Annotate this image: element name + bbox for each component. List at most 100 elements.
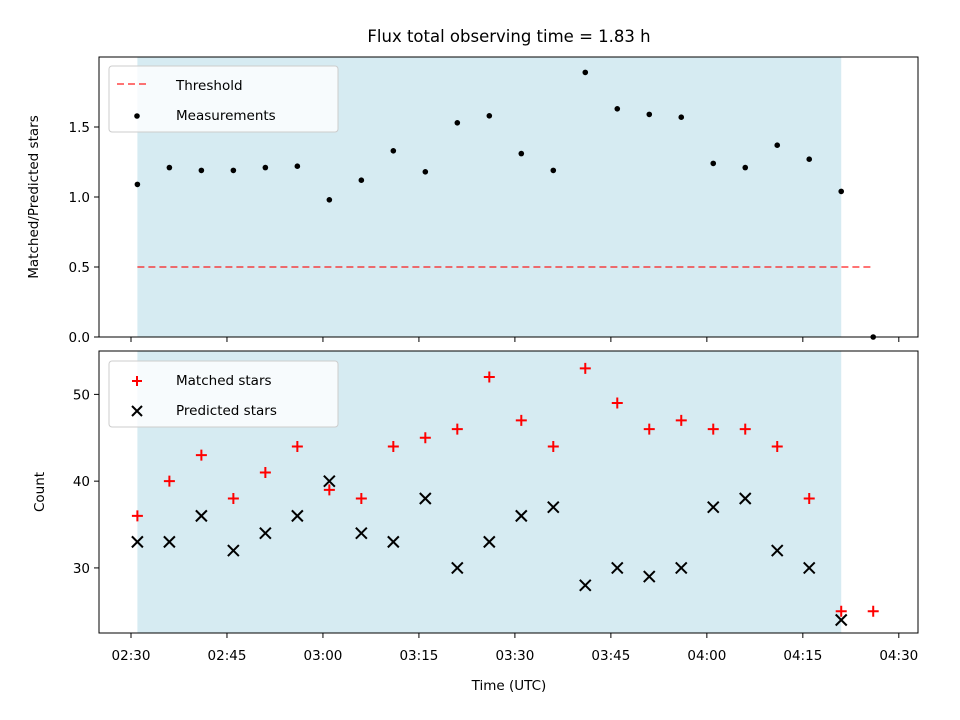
matched-star-point — [803, 493, 815, 505]
x-tick-label: 02:45 — [208, 648, 247, 664]
legend-matched-swatch — [132, 376, 142, 386]
x-axis-label: Time (UTC) — [471, 678, 547, 694]
legend-predicted-swatch — [131, 405, 143, 417]
ratio-panel: 0.0 0.5 1.0 1.5 Matched/Predicted stars Thr… — [26, 56, 919, 346]
measurement-point — [326, 197, 333, 203]
matched-star-point — [451, 423, 463, 435]
predicted-star-point — [419, 492, 432, 505]
count-y-axis-label: Count — [32, 472, 48, 512]
measurement-point — [678, 114, 685, 120]
predicted-stars-series — [131, 474, 848, 627]
matched-star-point — [163, 475, 175, 487]
predicted-star-point — [675, 561, 688, 575]
bottom-axis-ticks: 02:30 02:45 03:00 03:15 03:30 03:45 04:00 04:15… — [73, 387, 918, 664]
matched-star-point — [131, 510, 143, 522]
measurement-point — [582, 69, 589, 76]
x-tick-label: 04:00 — [687, 648, 726, 664]
predicted-star-point — [131, 535, 144, 549]
top-axis-ticks: 0.0 0.5 1.0 1.5 — [69, 120, 900, 346]
measurement-point — [198, 167, 205, 174]
x-tick-label: 04:30 — [879, 648, 918, 664]
predicted-star-point — [515, 509, 528, 523]
predicted-star-point — [771, 544, 784, 557]
measurement-point — [486, 113, 493, 119]
matched-star-point — [259, 466, 271, 478]
measurement-point — [294, 163, 301, 169]
measurements-series — [134, 69, 877, 340]
matched-star-point — [515, 414, 527, 426]
x-tick-label: 04:15 — [783, 648, 822, 664]
predicted-star-point — [803, 561, 816, 575]
y-tick-label: 50 — [73, 387, 90, 403]
matched-star-point — [419, 432, 431, 444]
chart-title: Flux total observing time = 1.83 h — [367, 27, 650, 46]
predicted-star-point — [611, 561, 624, 575]
matched-star-point — [291, 440, 303, 452]
y-tick-label: 0.5 — [69, 260, 90, 276]
y-tick-label: 1.0 — [69, 190, 90, 206]
y-tick-label: 30 — [73, 561, 90, 577]
legend-box — [108, 360, 339, 428]
count-legend: Matched stars Predicted stars — [108, 360, 339, 428]
matched-star-point — [579, 362, 591, 374]
measurement-point — [550, 167, 557, 174]
matched-star-point — [867, 605, 879, 617]
matched-star-point — [387, 440, 399, 452]
predicted-star-point — [259, 527, 272, 540]
matched-star-point — [835, 605, 847, 617]
measurement-point — [774, 142, 781, 148]
measurement-point — [646, 111, 653, 118]
x-tick-label: 03:45 — [591, 648, 630, 664]
predicted-star-point — [163, 535, 176, 549]
measurement-point — [806, 156, 813, 162]
measurement-point — [454, 120, 461, 126]
matched-star-point — [643, 423, 655, 435]
predicted-star-point — [227, 544, 240, 557]
x-tick-label: 03:00 — [303, 648, 342, 664]
predicted-star-point — [323, 474, 336, 488]
predicted-star-point — [483, 535, 496, 549]
matched-star-point — [227, 493, 239, 505]
matched-star-point — [547, 440, 559, 452]
predicted-star-point — [643, 570, 656, 583]
measurement-point — [614, 106, 621, 112]
legend-box — [108, 65, 339, 133]
predicted-star-point — [355, 527, 368, 540]
ratio-panel-frame — [98, 56, 919, 338]
ratio-legend: Threshold Measurements — [108, 65, 339, 133]
measurement-point — [166, 164, 173, 171]
predicted-star-point — [387, 535, 400, 549]
legend-measurements-swatch — [134, 113, 140, 119]
matched-star-point — [195, 449, 207, 461]
predicted-star-point — [195, 509, 208, 523]
legend-label-threshold: Threshold — [175, 78, 243, 94]
legend-label-matched-stars: Matched stars — [176, 373, 272, 389]
x-tick-label: 03:30 — [495, 648, 534, 664]
measurement-point — [838, 188, 845, 195]
measurement-point — [390, 148, 397, 154]
measurement-point — [262, 164, 269, 171]
predicted-star-point — [547, 500, 560, 514]
count-panel: 02:30 02:45 03:00 03:15 03:30 03:45 04:00 04:15… — [32, 350, 919, 664]
legend-label-predicted-stars: Predicted stars — [176, 403, 277, 419]
x-tick-label: 02:30 — [112, 648, 151, 664]
measurement-point — [230, 167, 237, 174]
ratio-y-axis-label: Matched/Predicted stars — [26, 115, 42, 278]
predicted-star-point — [291, 509, 304, 523]
matched-star-point — [707, 423, 719, 435]
count-panel-frame — [98, 350, 919, 634]
measurement-point — [518, 150, 525, 157]
y-tick-label: 40 — [73, 474, 90, 490]
matched-star-point — [483, 371, 495, 383]
measurement-point — [742, 164, 749, 171]
matched-star-point — [675, 414, 687, 426]
measurement-point — [710, 160, 717, 167]
matched-star-point — [771, 440, 783, 452]
x-tick-label: 03:15 — [399, 648, 438, 664]
predicted-star-point — [451, 561, 464, 575]
predicted-star-point — [835, 613, 848, 627]
matched-star-point — [611, 397, 623, 409]
predicted-star-point — [707, 500, 720, 514]
matched-star-point — [739, 423, 751, 435]
